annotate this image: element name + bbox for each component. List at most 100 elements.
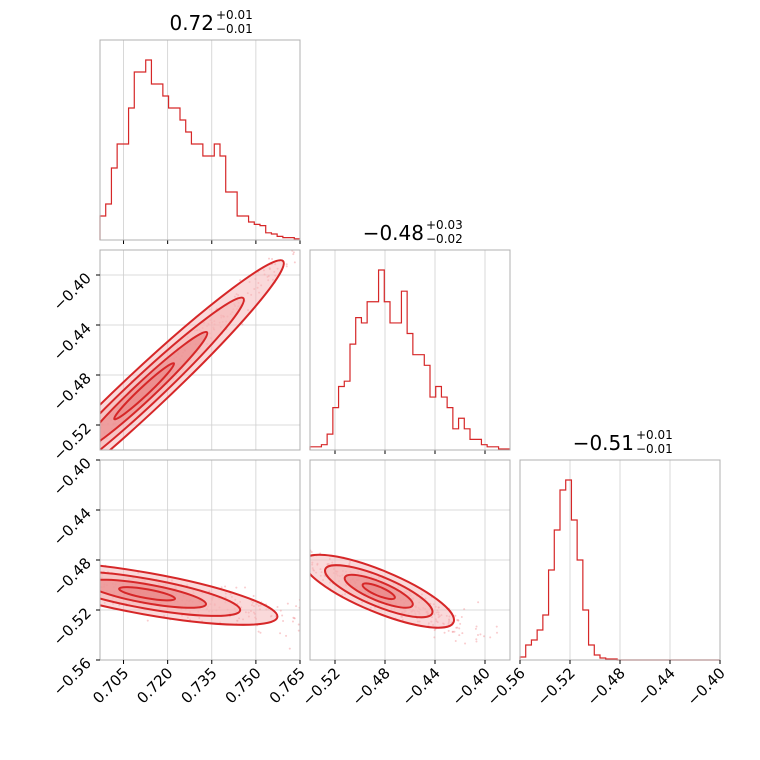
param-title-upper-0: +0.01 <box>216 8 253 22</box>
hist-panel-1: −0.48 +0.03−0.02 <box>309 218 511 454</box>
sample-point <box>328 619 330 621</box>
sample-point <box>30 573 32 575</box>
sample-point <box>88 596 90 598</box>
sample-point <box>284 247 286 249</box>
sample-point <box>47 591 49 593</box>
y-tick-label: −0.48 <box>50 369 95 414</box>
sample-point <box>24 500 26 502</box>
sample-point <box>50 574 52 576</box>
sample-point <box>278 553 280 555</box>
sample-point <box>59 468 61 470</box>
x-tick-label: 0.735 <box>177 664 220 707</box>
sample-point <box>98 594 100 596</box>
sample-point <box>297 554 299 556</box>
sample-point <box>19 501 21 503</box>
sample-point <box>287 546 289 548</box>
sample-point <box>272 547 274 549</box>
sample-point <box>55 575 57 577</box>
sample-point <box>4 557 6 559</box>
sample-point <box>318 216 320 218</box>
sample-point <box>304 251 306 253</box>
sample-point <box>284 551 286 553</box>
sample-point <box>24 519 26 521</box>
sample-point <box>302 569 304 571</box>
sample-point <box>451 649 453 651</box>
sample-point <box>92 576 94 578</box>
sample-point <box>351 179 353 181</box>
sample-point <box>65 464 67 466</box>
sample-point <box>96 435 98 437</box>
sample-point <box>0 515 2 517</box>
sample-point <box>244 586 247 589</box>
sample-point <box>15 517 17 519</box>
sample-point <box>278 552 280 554</box>
sample-point <box>292 253 295 256</box>
sample-point <box>16 513 18 515</box>
sample-point <box>460 616 463 619</box>
pair-content <box>190 510 518 651</box>
sample-point <box>190 510 192 512</box>
x-tick-label: −0.48 <box>584 664 629 709</box>
sample-point <box>46 479 48 481</box>
sample-point <box>15 505 17 507</box>
x-tick-label: −0.52 <box>534 664 579 709</box>
sample-point <box>458 634 461 637</box>
sample-point <box>293 261 296 264</box>
sample-point <box>62 466 64 468</box>
sample-point <box>81 589 83 591</box>
sample-point <box>49 462 51 464</box>
sample-point <box>235 586 238 589</box>
panel-frame <box>309 459 511 661</box>
sample-point <box>74 588 76 590</box>
sample-point <box>282 553 284 555</box>
x-tick-label: 0.705 <box>89 664 132 707</box>
sample-point <box>290 232 292 234</box>
sample-point <box>365 627 367 629</box>
sample-point <box>496 631 499 634</box>
sample-point <box>326 216 328 218</box>
sample-point <box>52 479 54 481</box>
sample-point <box>317 216 319 218</box>
sample-point <box>217 525 219 527</box>
param-title-upper-1: +0.03 <box>426 218 463 232</box>
sample-point <box>46 590 48 592</box>
sample-point <box>37 488 39 490</box>
sample-point <box>266 535 268 537</box>
histogram-step <box>99 59 300 240</box>
sample-point <box>26 570 28 572</box>
sample-point <box>26 578 28 580</box>
x-tick-label: −0.56 <box>484 664 529 709</box>
sample-point <box>297 623 300 626</box>
sample-point <box>280 553 282 555</box>
sample-point <box>288 647 291 650</box>
sample-point <box>474 627 477 630</box>
sample-point <box>314 611 316 613</box>
sample-point <box>317 227 319 229</box>
sample-point <box>403 638 405 640</box>
sample-point <box>460 650 462 652</box>
sample-point <box>279 609 282 612</box>
y-tick-label: −0.44 <box>50 504 95 549</box>
sample-point <box>280 544 282 546</box>
sample-point <box>399 152 401 154</box>
sample-point <box>302 552 304 554</box>
sample-point <box>275 548 277 550</box>
sample-point <box>455 626 458 629</box>
sample-point <box>293 617 296 620</box>
sample-point <box>475 625 478 628</box>
sample-point <box>21 568 23 570</box>
sample-point <box>29 576 31 578</box>
x-tick-label: −0.44 <box>634 664 679 709</box>
sample-point <box>285 556 287 558</box>
sample-point <box>37 488 39 490</box>
pair-content <box>0 152 401 521</box>
sample-point <box>348 627 350 629</box>
sample-point <box>91 577 93 579</box>
sample-point <box>40 486 42 488</box>
sample-point <box>92 571 94 573</box>
sample-point <box>331 628 333 630</box>
sample-point <box>302 568 304 570</box>
y-tick-label: −0.48 <box>50 554 95 599</box>
sample-point <box>516 649 518 651</box>
